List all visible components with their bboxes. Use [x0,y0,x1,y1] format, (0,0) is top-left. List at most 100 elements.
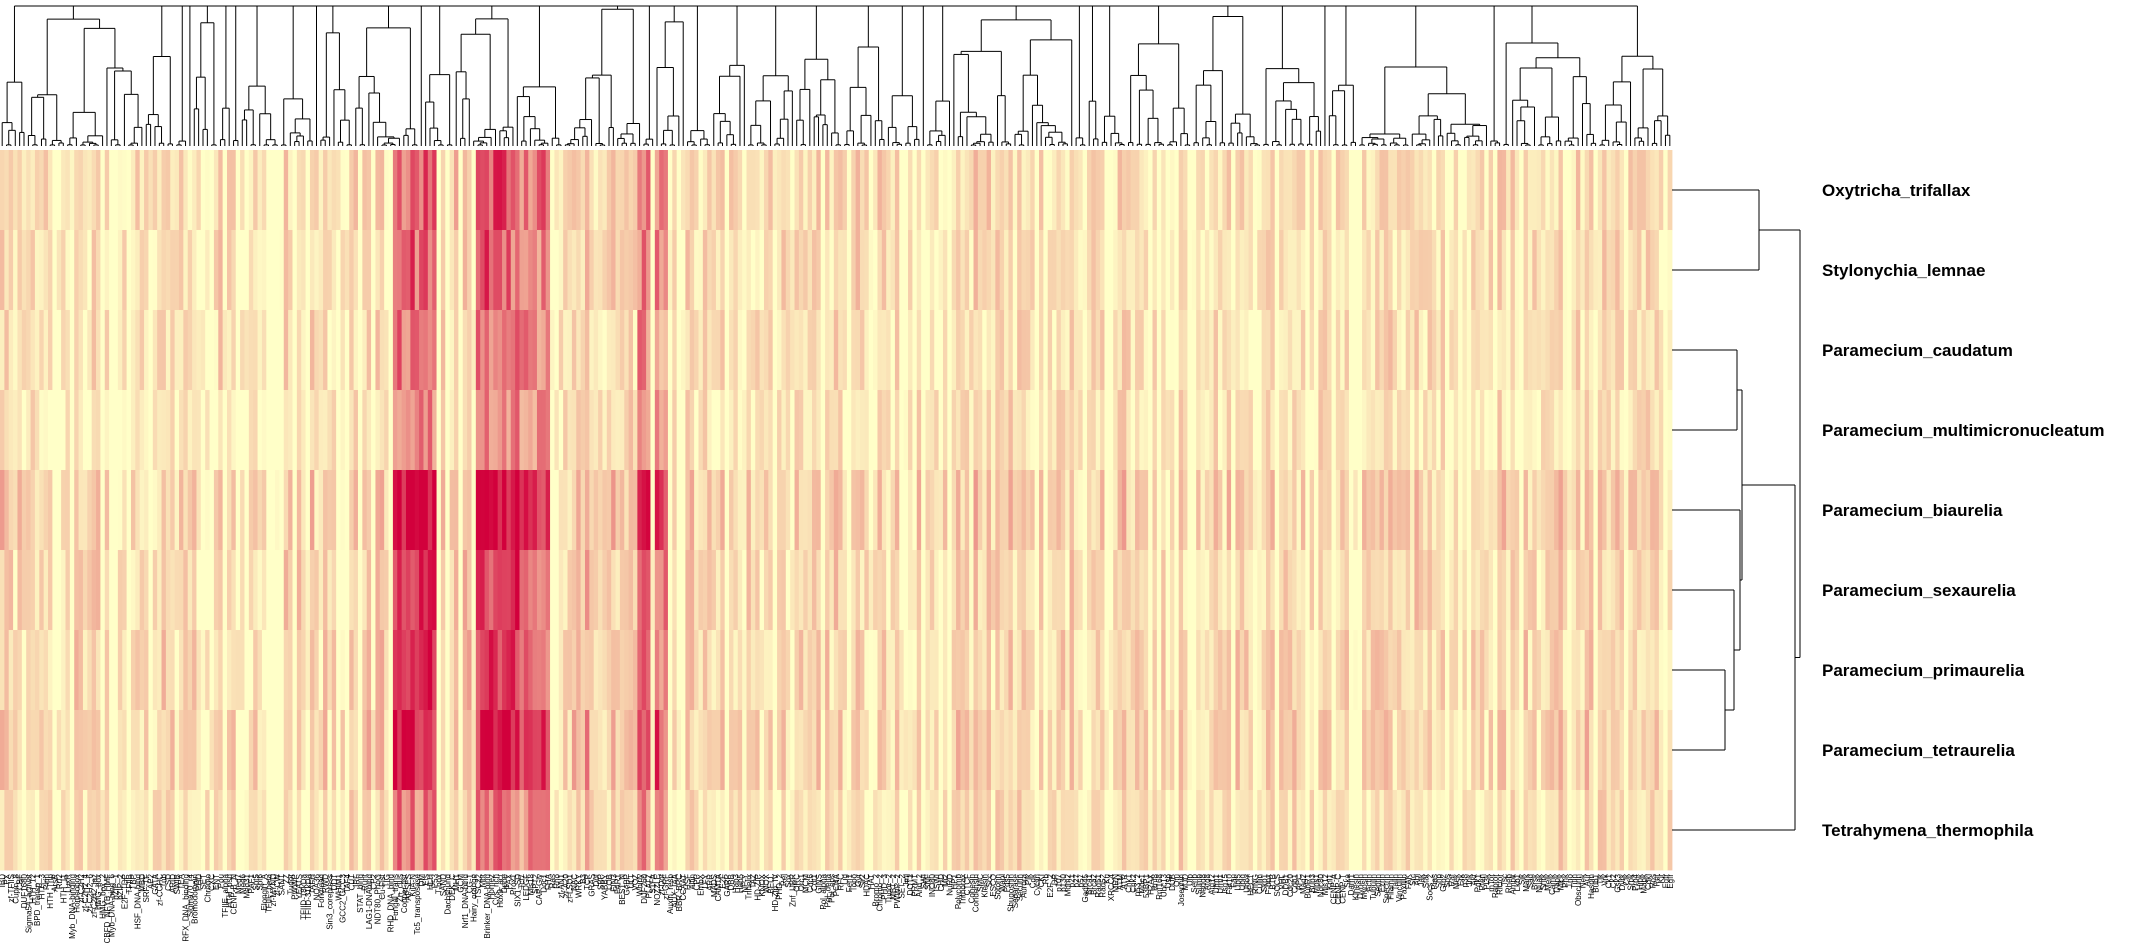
heatmap-cell [825,790,830,871]
heatmap-cell [1658,470,1664,551]
heatmap-cell [39,550,45,631]
heatmap-cell [1497,390,1503,471]
heatmap-cell [825,550,830,631]
heatmap-cell [733,710,739,791]
heatmap-cell [982,550,988,631]
column-label: Urm1 [1216,873,1225,893]
heatmap-cell [1322,550,1328,631]
heatmap-cell [842,550,848,631]
heatmap-cell [314,790,320,871]
heatmap-cell [397,630,403,711]
heatmap-cell [890,150,896,231]
heatmap-cell [1449,470,1455,551]
heatmap-cell [1169,310,1175,391]
heatmap-cell [886,390,891,471]
column-label: GINS [815,874,824,894]
heatmap-cell [602,230,608,311]
heatmap-cell [1654,230,1660,311]
heatmap-cell [196,150,202,231]
heatmap-cell [61,710,66,791]
heatmap-cell [1121,150,1127,231]
heatmap-cell [388,550,394,631]
heatmap-cell [248,550,254,631]
heatmap-cell [1279,550,1284,631]
heatmap-cell [1095,230,1101,311]
heatmap-cell [1039,550,1044,631]
heatmap-cell [807,550,813,631]
heatmap-cell [816,790,822,871]
heatmap-cell [353,230,359,311]
heatmap-cell [811,310,817,391]
column-label: Paxillin [1400,874,1409,899]
heatmap-cell [1335,630,1341,711]
heatmap-cell [1549,710,1555,791]
heatmap-cell [196,390,202,471]
heatmap-cell [903,390,909,471]
heatmap-cell [1117,550,1123,631]
heatmap-cell [1126,230,1132,311]
heatmap-cell [929,470,935,551]
heatmap-cell [296,710,302,791]
heatmap-cell [113,630,119,711]
heatmap-cell [205,630,210,711]
heatmap-cell [122,310,127,391]
column-label: Pol_alpha [819,873,828,909]
heatmap-cell [1623,230,1629,311]
heatmap-cell [432,630,437,711]
heatmap-cell [956,230,961,311]
heatmap-cell [964,470,970,551]
heatmap-cell [1458,230,1463,311]
heatmap-cell [497,470,503,551]
heatmap-cell [1602,150,1607,231]
heatmap-cell [864,470,870,551]
heatmap-cell [1379,630,1385,711]
heatmap-cell [750,710,756,791]
heatmap-cell [1344,230,1350,311]
heatmap-cell [148,150,154,231]
heatmap-cell [91,550,97,631]
column-label: ATM [1116,874,1125,891]
heatmap-cell [698,310,704,391]
heatmap-cell [209,630,215,711]
heatmap-cell [646,470,651,551]
heatmap-cell [493,470,499,551]
heatmap-cell [327,710,333,791]
heatmap-cell [349,150,355,231]
heatmap-cell [1047,470,1053,551]
heatmap-cell [231,470,237,551]
heatmap-cell [886,470,891,551]
column-label: Cys_rich [492,874,501,905]
heatmap-cell [410,390,416,471]
heatmap-cell [371,630,376,711]
heatmap-cell [737,630,743,711]
heatmap-cell [1060,790,1066,871]
heatmap-cell [1501,150,1507,231]
column-label: Kinesin [1352,874,1361,900]
heatmap-cell [881,790,887,871]
heatmap-cell [458,790,464,871]
column-label: Grb2 [1439,873,1448,891]
heatmap-cell [676,790,682,871]
heatmap-cell [864,710,870,791]
heatmap-cell [471,630,477,711]
heatmap-cell [1191,150,1197,231]
heatmap-cell [1414,310,1420,391]
heatmap-cell [519,230,525,311]
heatmap-cell [964,790,970,871]
heatmap-cell [1156,150,1162,231]
heatmap-cell [174,630,180,711]
heatmap-cell [1239,630,1245,711]
heatmap-cell [1623,550,1629,631]
column-label: E2F [719,874,728,889]
heatmap-cell [462,310,468,391]
heatmap-cell [1244,550,1249,631]
heatmap-cell [1405,470,1411,551]
heatmap-cell [1575,390,1581,471]
heatmap-cell [1401,630,1407,711]
heatmap-cell [1060,710,1066,791]
heatmap-cell [410,790,416,871]
column-label: Tub [160,873,169,887]
heatmap-cell [506,550,512,631]
heatmap-cell [1231,550,1236,631]
column-label: Sumo [1194,873,1203,894]
